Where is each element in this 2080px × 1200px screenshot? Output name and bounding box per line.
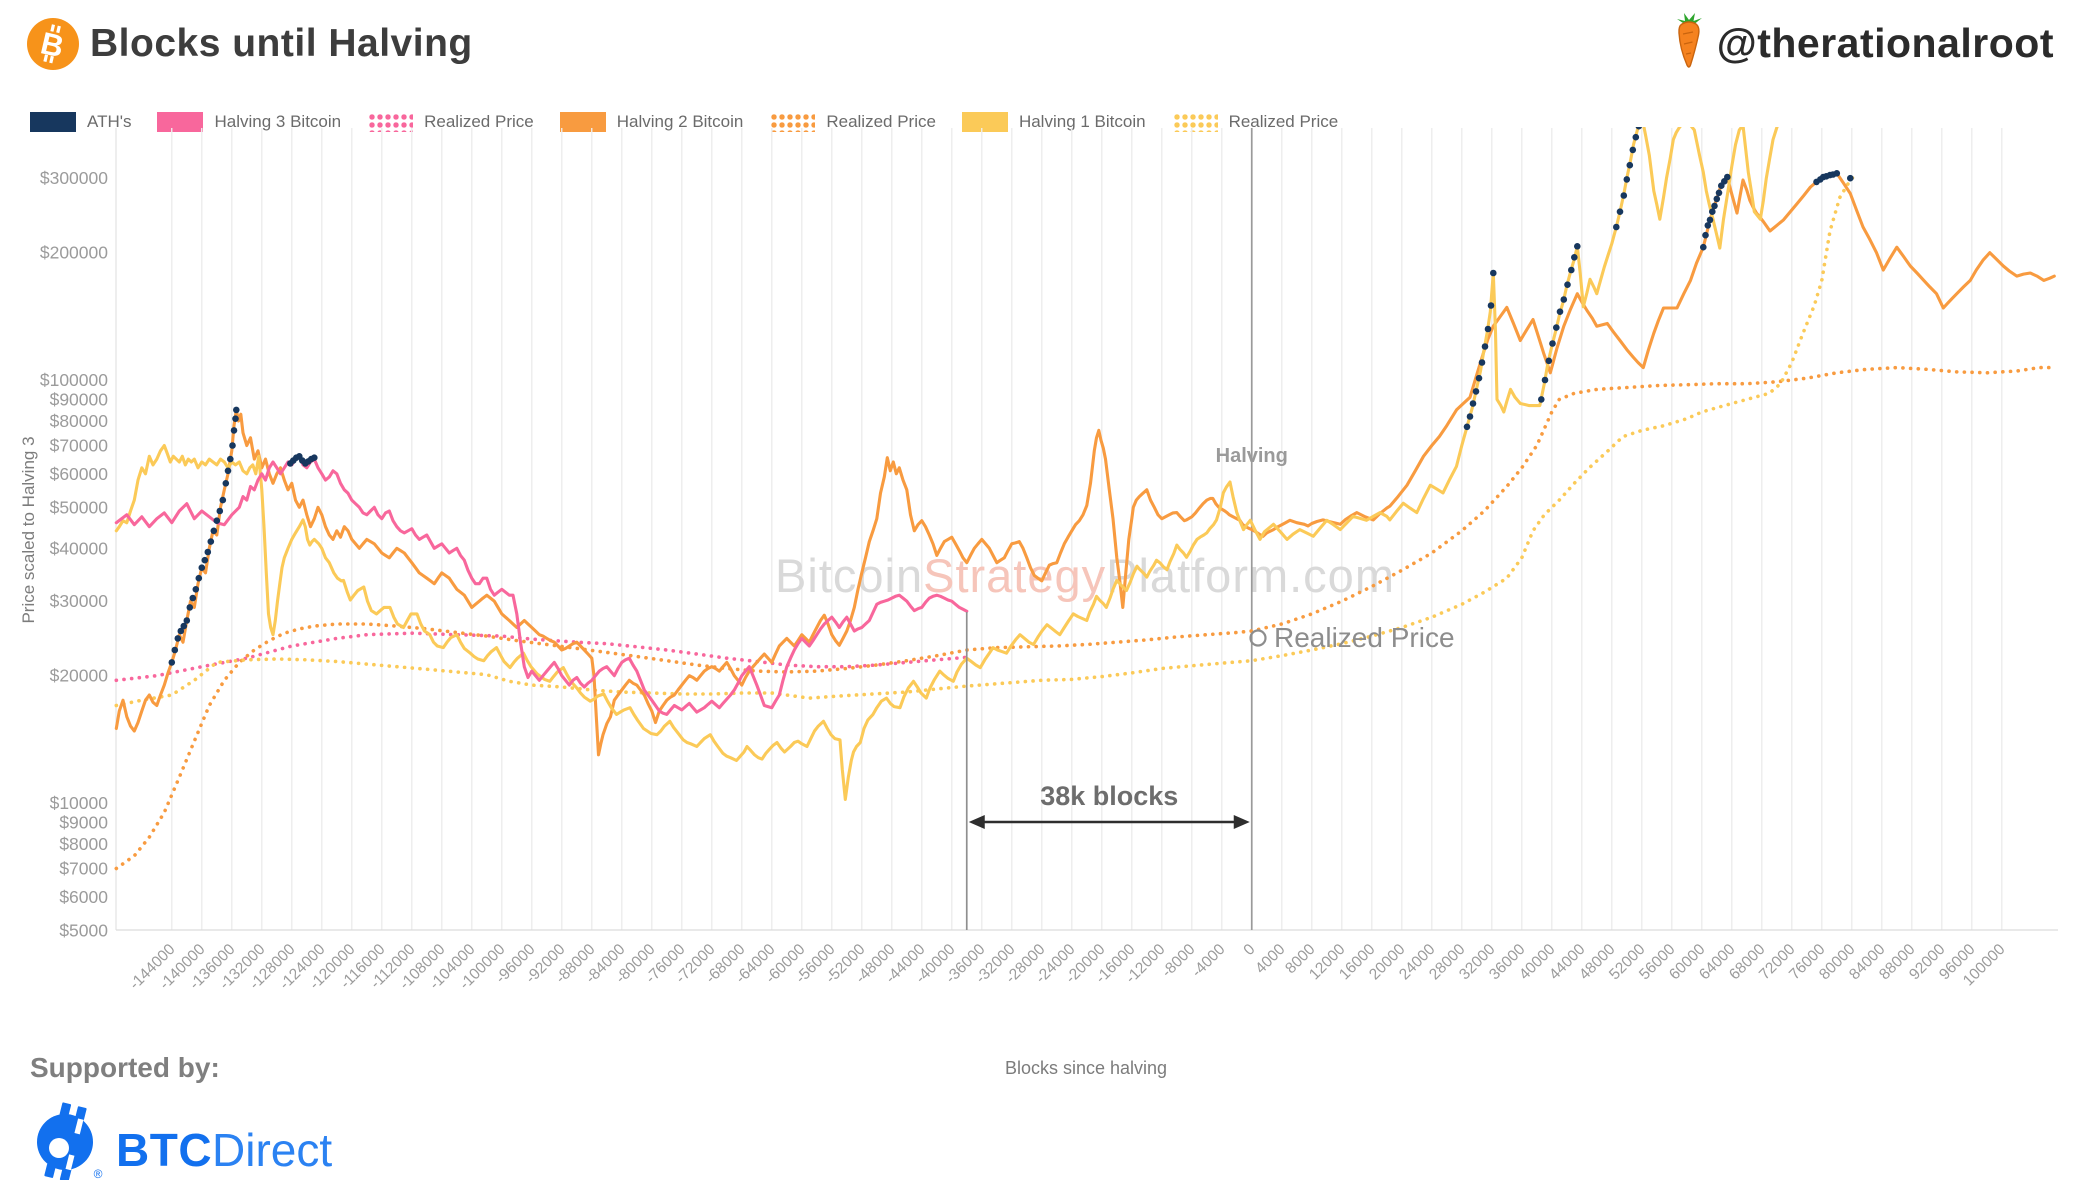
svg-text:$100000: $100000: [40, 370, 108, 390]
author-handle: @therationalroot: [1671, 12, 2054, 75]
svg-text:$50000: $50000: [50, 497, 109, 517]
legend-swatch: [1171, 112, 1218, 132]
y-axis-title: Price scaled to Halving 3: [19, 436, 38, 623]
svg-text:$200000: $200000: [40, 243, 108, 263]
btcdirect-logo: ® BTCDirect: [28, 1100, 332, 1185]
legend-swatch: [961, 112, 1008, 132]
halving-label: Halving: [1216, 445, 1288, 467]
series-realized-price-halving-2-: [114, 365, 2057, 871]
legend-swatch: [367, 112, 414, 132]
legend-item-realized-price-dotted[interactable]: Realized Price: [1171, 112, 1339, 132]
legend-item-halving-2-bitcoin[interactable]: Halving 2 Bitcoin: [559, 112, 744, 132]
legend-label: Realized Price: [826, 112, 936, 131]
x-axis-ticks: -144000-140000-136000-132000-128000-1240…: [126, 941, 2009, 994]
page-title: Blocks until Halving: [90, 22, 473, 65]
legend-label: ATH's: [87, 112, 132, 131]
svg-text:$70000: $70000: [50, 436, 109, 456]
svg-text:®: ®: [94, 1167, 103, 1180]
legend-swatch: [157, 112, 204, 132]
svg-text:$7000: $7000: [59, 859, 108, 879]
svg-text:$9000: $9000: [59, 812, 108, 832]
legend-label: Halving 1 Bitcoin: [1018, 112, 1146, 131]
svg-text:-4000: -4000: [1189, 941, 1229, 981]
svg-text:$20000: $20000: [50, 666, 109, 686]
svg-text:$10000: $10000: [50, 793, 109, 813]
svg-text:0: 0: [1240, 941, 1258, 959]
svg-text:-8000: -8000: [1159, 941, 1199, 981]
svg-text:$6000: $6000: [59, 887, 108, 907]
ath-dots: [168, 127, 1854, 666]
btcdirect-wordmark: BTCDirect: [116, 1123, 333, 1176]
legend-swatch: [559, 112, 606, 132]
legend-item-realized-price-dotted[interactable]: Realized Price: [769, 112, 936, 132]
realized-price-annotation: Realized Price: [1274, 622, 1455, 653]
bitcoin-logo-icon: B: [26, 17, 80, 76]
svg-text:$30000: $30000: [50, 591, 109, 611]
series-halving-2-bitcoin: [114, 171, 2056, 757]
realized-price-marker: [1249, 629, 1267, 647]
btcdirect-coin-icon: ®: [28, 1100, 104, 1185]
annotations: Halving 38k blocks Realized Price: [965, 445, 1455, 930]
legend-label: Halving 2 Bitcoin: [616, 112, 744, 131]
carrot-icon: [1671, 12, 1707, 75]
legend-label: Realized Price: [1228, 112, 1339, 131]
legend-item-halving-3-bitcoin[interactable]: Halving 3 Bitcoin: [157, 112, 341, 132]
svg-text:$8000: $8000: [59, 834, 108, 854]
series-halving-1-bitcoin: [114, 127, 1779, 801]
legend-item-realized-price-dotted[interactable]: Realized Price: [367, 112, 534, 132]
legend-label: Halving 3 Bitcoin: [214, 112, 342, 131]
supported-by-label: Supported by:: [30, 1052, 220, 1083]
series-layer: [114, 127, 2057, 871]
legend-swatch: [30, 112, 76, 132]
legend-swatch: [769, 112, 816, 132]
svg-text:$90000: $90000: [50, 389, 109, 409]
legend-item-halving-1-bitcoin[interactable]: Halving 1 Bitcoin: [961, 112, 1146, 132]
chart-legend: ATH's Halving 3 Bitcoin Realized Price Halv…: [30, 112, 1364, 132]
legend-item-ath-s[interactable]: ATH's: [30, 112, 131, 132]
author-handle-text: @therationalroot: [1716, 20, 2054, 66]
series-realized-price-halving-3-: [114, 631, 969, 683]
series-realized-price-halving-1-: [114, 171, 1859, 708]
x-axis-title: Blocks since halving: [1005, 1058, 1167, 1078]
svg-text:$40000: $40000: [50, 538, 109, 558]
watermark: BitcoinStrategyPlatform.com: [775, 549, 1395, 602]
svg-text:$300000: $300000: [40, 168, 108, 188]
y-axis-ticks: $5000 $6000 $7000 $8000$9000$10000 $20000 $30…: [40, 168, 108, 940]
svg-text:$80000: $80000: [50, 411, 109, 431]
svg-text:4000: 4000: [1252, 941, 1289, 978]
range-label: 38k blocks: [1040, 781, 1178, 811]
svg-text:$60000: $60000: [50, 464, 109, 484]
header: B Blocks until Halving @therationalroot: [0, 0, 2080, 92]
legend-label: Realized Price: [424, 112, 534, 131]
svg-text:$5000: $5000: [59, 920, 108, 940]
